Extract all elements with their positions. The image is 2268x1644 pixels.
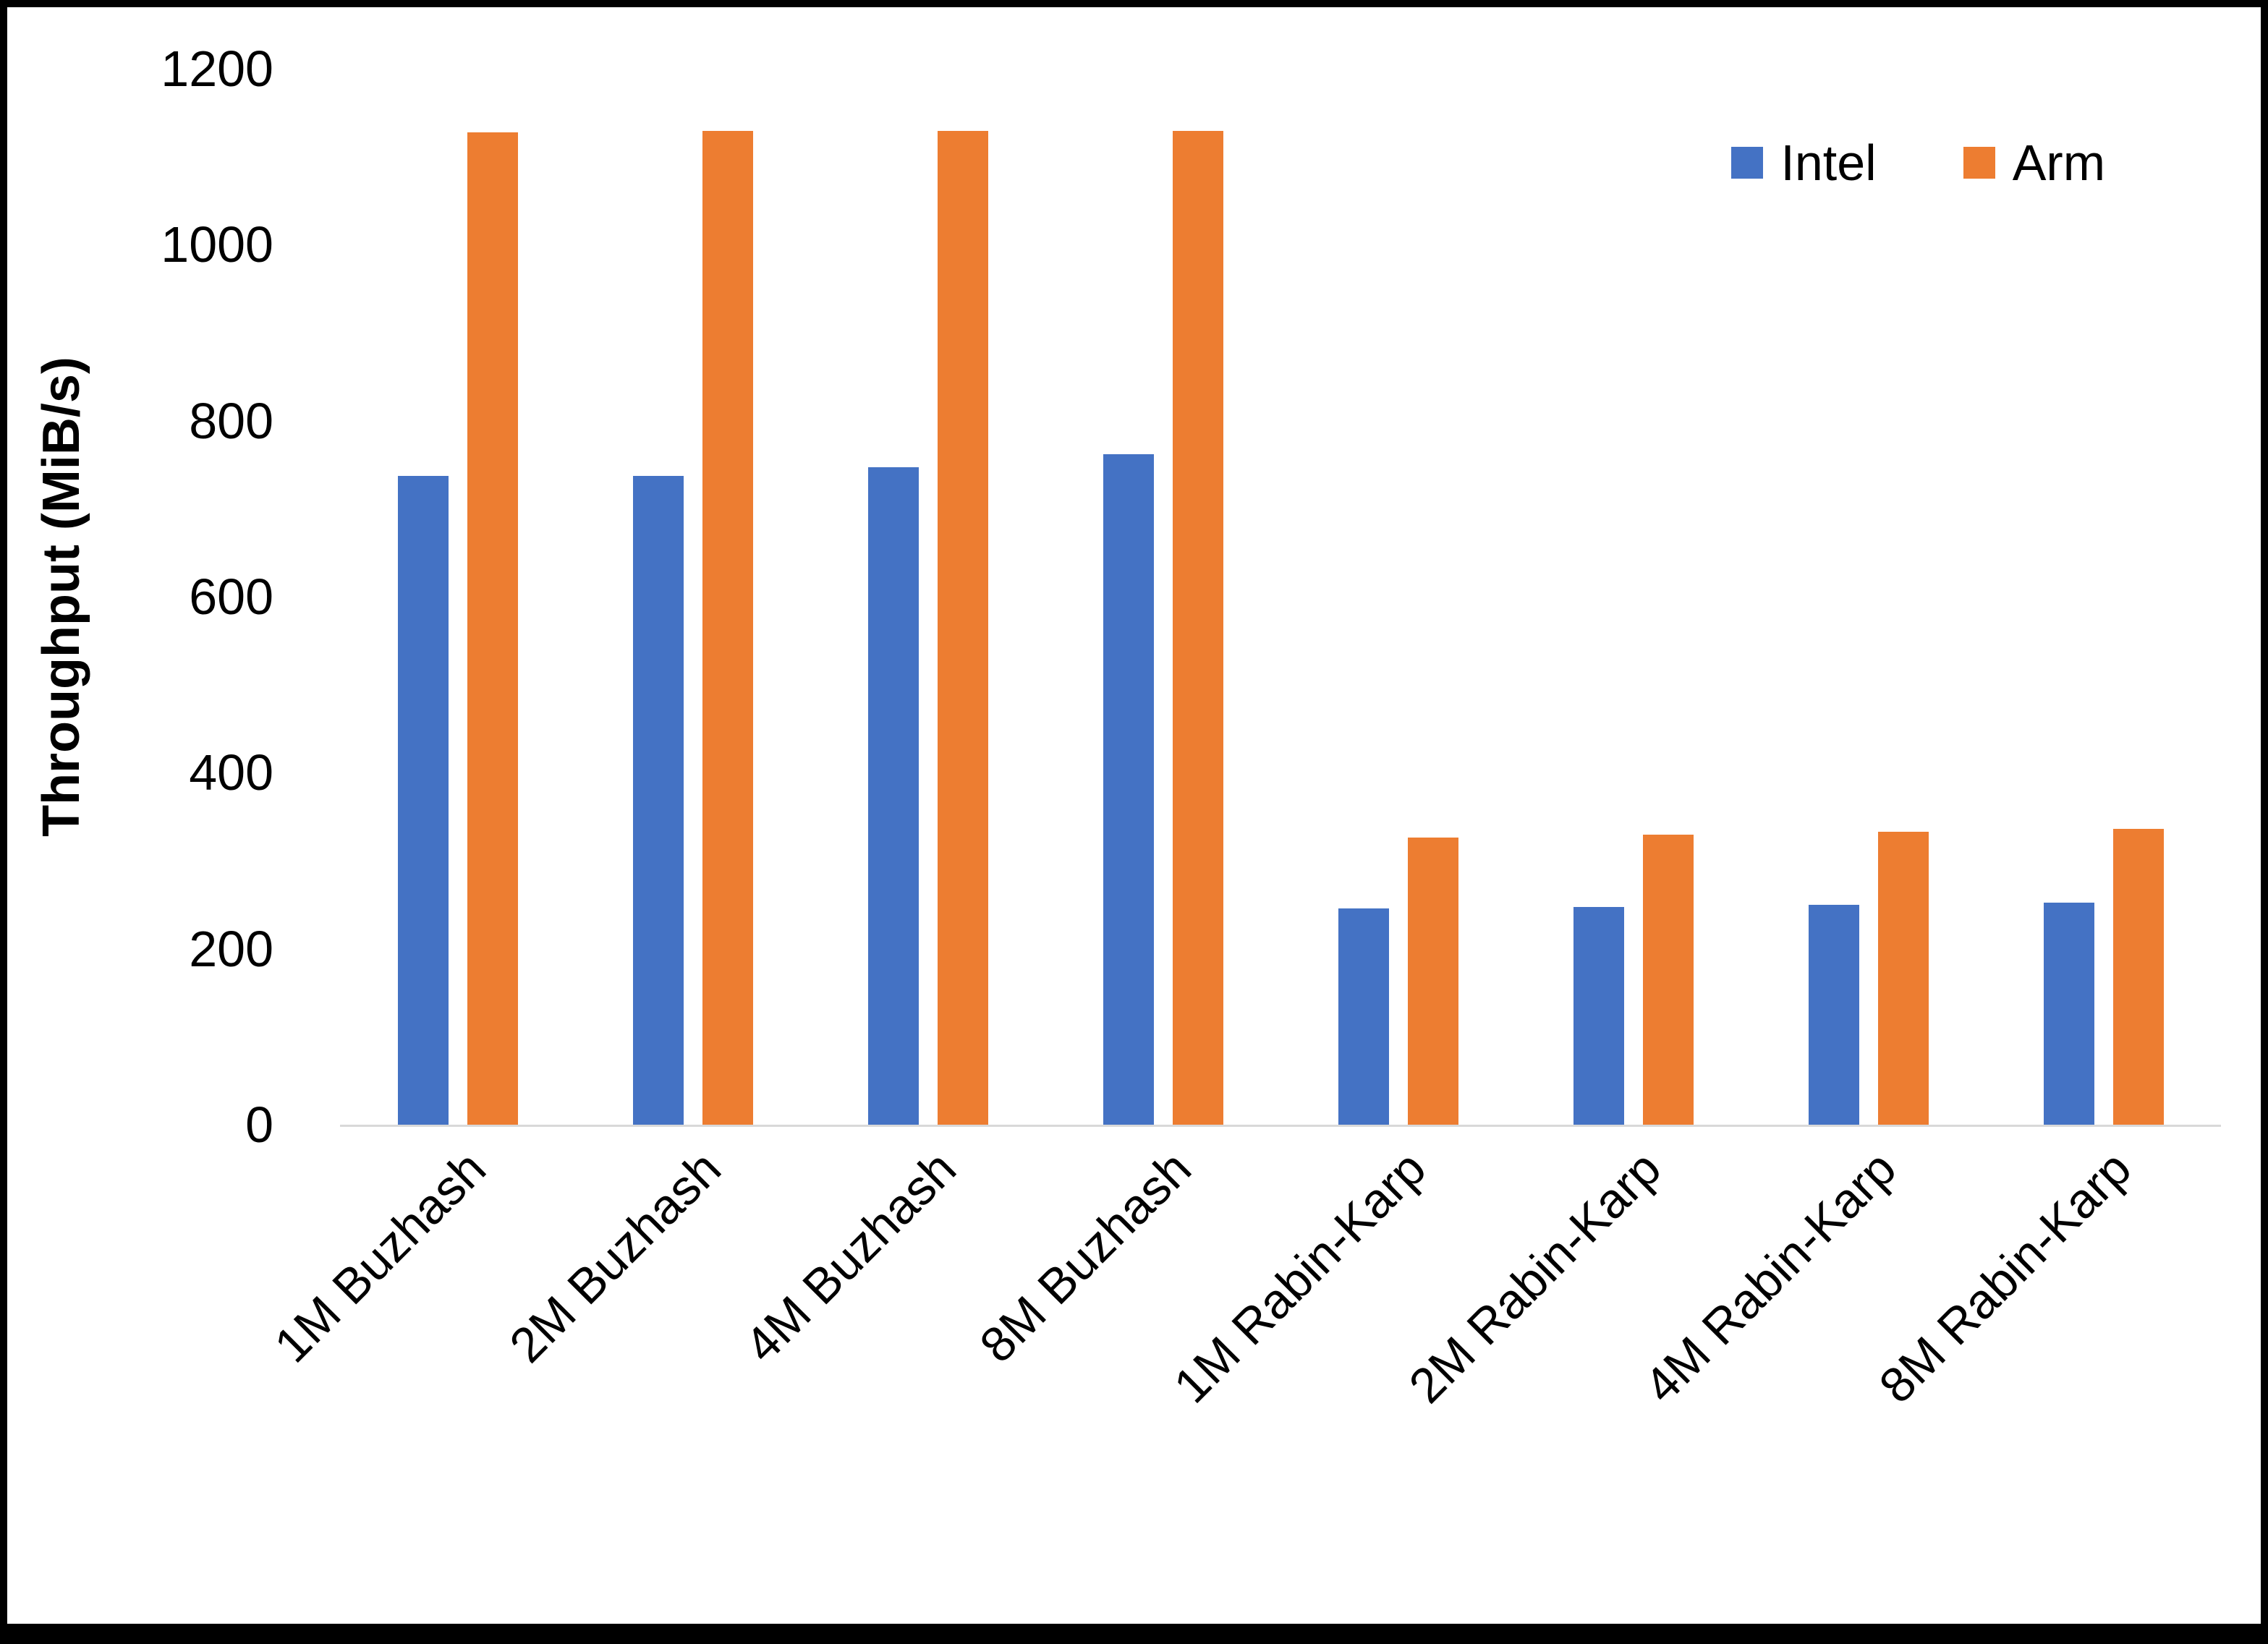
legend-label: Arm (2012, 135, 2105, 191)
y-tick-label: 400 (189, 744, 273, 801)
bar-group (810, 69, 1045, 1125)
bar-arm (467, 132, 518, 1125)
bar-intel (632, 476, 684, 1125)
x-axis-label-text: 8M Rabin-Karp (1869, 1141, 2142, 1414)
bar-arm (937, 131, 988, 1125)
y-tick-label: 1000 (161, 216, 273, 273)
x-axis-labels: 1M Buzhash 2M Buzhash 4M Buzhash 8M Buzhash… (264, 1141, 2221, 1546)
y-tick-label: 600 (189, 568, 273, 625)
bar-arm (702, 131, 753, 1125)
x-axis-label-text: 1M Buzhash (263, 1141, 496, 1373)
bar-group (1516, 69, 1751, 1125)
plot-area (340, 69, 2221, 1127)
y-tick-label: 800 (189, 392, 273, 449)
x-axis-label-text: 4M Buzhash (734, 1141, 967, 1373)
y-tick-label: 200 (189, 920, 273, 977)
bar-group (1045, 69, 1280, 1125)
x-axis-label-text: 8M Buzhash (969, 1141, 1202, 1373)
x-axis-label-text: 1M Rabin-Karp (1163, 1141, 1437, 1414)
bar-arm (1407, 838, 1458, 1125)
bar-group (575, 69, 810, 1125)
bar-group (1751, 69, 1986, 1125)
bar-intel (2043, 903, 2094, 1125)
bar-intel (1808, 904, 1859, 1125)
bar-group (340, 69, 575, 1125)
y-tick-label: 0 (245, 1096, 273, 1153)
legend-swatch (1731, 147, 1764, 179)
bar-intel (397, 476, 449, 1125)
legend: Intel Arm (1731, 134, 2105, 192)
bar-arm (1172, 131, 1223, 1125)
bar-group (1280, 69, 1516, 1125)
bar-arm (1642, 834, 1694, 1125)
bar-intel (1338, 908, 1389, 1125)
bar-group (1986, 69, 2221, 1125)
bar-intel (867, 467, 919, 1125)
y-tick-label: 1200 (161, 41, 273, 97)
x-axis-label-text: 4M Rabin-Karp (1634, 1141, 1907, 1414)
x-axis-label-text: 2M Buzhash (498, 1141, 731, 1373)
x-axis-label-text: 2M Rabin-Karp (1398, 1141, 1672, 1414)
bar-chart: Throughput (MiB/s) 0 200 400 600 800 1000 1200… (7, 7, 2261, 1624)
y-axis-ticks: 0 200 400 600 800 1000 1200 (7, 43, 273, 1150)
bar-arm (1877, 831, 1929, 1125)
legend-label: Intel (1780, 135, 1877, 191)
bar-arm (2112, 829, 2164, 1125)
legend-item-intel: Intel (1731, 134, 1877, 192)
bar-intel (1573, 907, 1624, 1125)
bar-intel (1103, 453, 1154, 1125)
legend-swatch (1963, 147, 1995, 179)
legend-item-arm: Arm (1963, 134, 2105, 192)
